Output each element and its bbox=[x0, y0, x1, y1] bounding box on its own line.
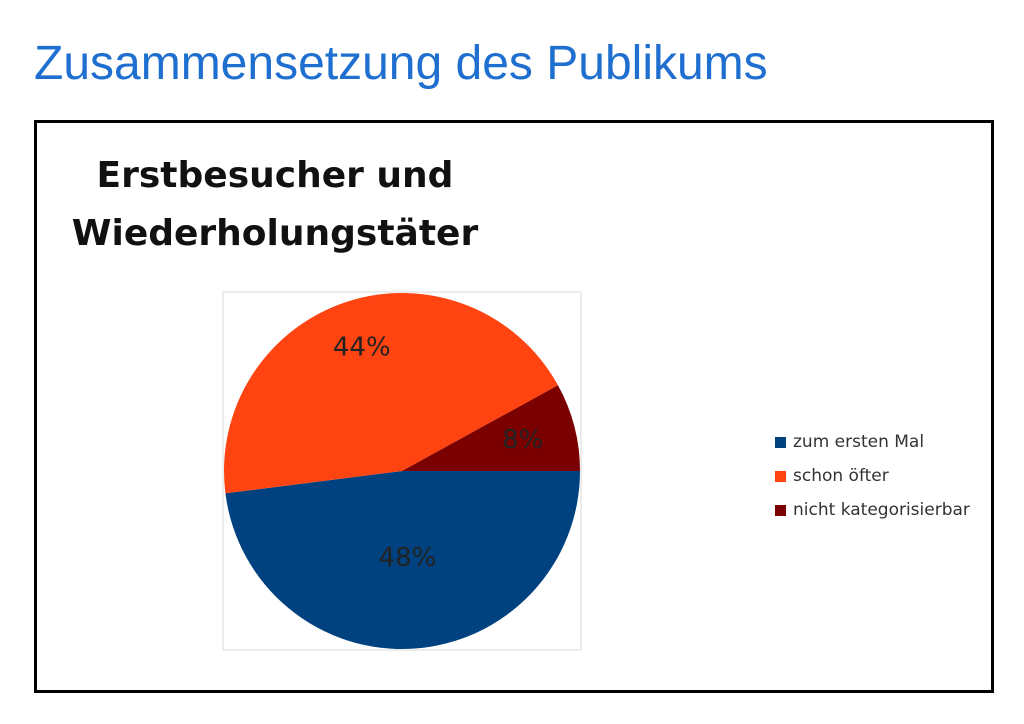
data-label-1: 48% bbox=[379, 543, 437, 573]
legend-item: nicht kategorisierbar bbox=[775, 493, 970, 527]
legend: zum ersten Mal schon öfter nicht kategoris… bbox=[775, 425, 970, 527]
data-label-2: 44% bbox=[333, 332, 391, 362]
data-label-3: 8% bbox=[502, 425, 543, 455]
legend-label: schon öfter bbox=[793, 466, 889, 486]
chart-frame: Erstbesucher und Wiederholungstäter 48% 4… bbox=[34, 120, 994, 693]
legend-swatch bbox=[775, 470, 786, 482]
legend-item: schon öfter bbox=[775, 459, 970, 493]
legend-item: zum ersten Mal bbox=[775, 425, 970, 459]
pie-slice-2 bbox=[223, 293, 558, 494]
chart-title: Erstbesucher und Wiederholungstäter bbox=[71, 155, 479, 254]
legend-label: zum ersten Mal bbox=[793, 432, 925, 452]
slide-title: Zusammensetzung des Publikums bbox=[34, 37, 768, 90]
legend-label: nicht kategorisierbar bbox=[793, 500, 970, 520]
legend-swatch bbox=[775, 504, 786, 516]
pie-slice-1 bbox=[225, 471, 580, 650]
legend-swatch bbox=[775, 436, 786, 448]
pie-slice-3 bbox=[402, 385, 580, 471]
pie-chart: 48% 44% 8% bbox=[222, 291, 582, 651]
